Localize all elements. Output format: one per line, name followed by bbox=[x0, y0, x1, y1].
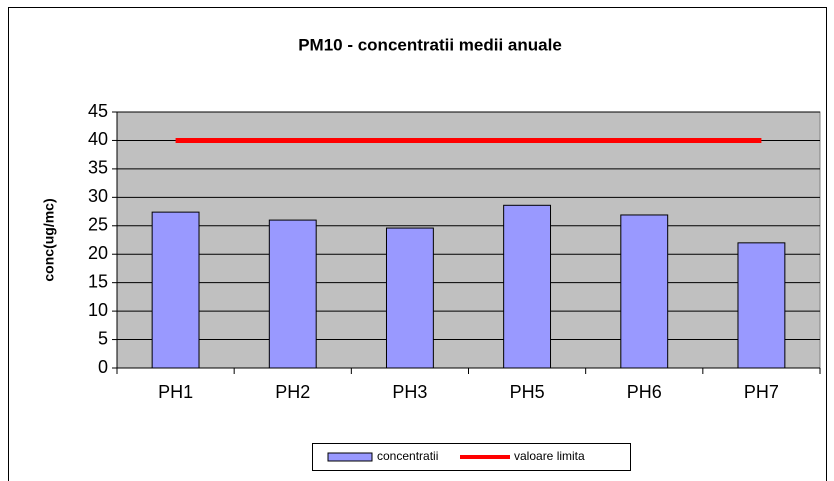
chart-title: PM10 - concentratii medii anuale bbox=[298, 35, 562, 54]
bar bbox=[151, 211, 200, 369]
y-tick-label: 5 bbox=[98, 328, 108, 348]
y-tick-label: 30 bbox=[88, 186, 108, 206]
bar bbox=[737, 242, 786, 369]
y-tick-label: 35 bbox=[88, 158, 108, 178]
x-tick-label: PH5 bbox=[510, 382, 545, 402]
y-tick-label: 20 bbox=[88, 243, 108, 263]
legend-swatch bbox=[327, 452, 373, 462]
plot-area bbox=[116, 111, 821, 369]
y-axis-label: conc(ug/mc) bbox=[41, 198, 57, 281]
bar bbox=[620, 214, 669, 369]
y-tick-label: 45 bbox=[88, 101, 108, 121]
legend-label: valoare limita bbox=[514, 449, 585, 463]
bar bbox=[503, 204, 552, 369]
x-tick-label: PH1 bbox=[158, 382, 193, 402]
x-tick-label: PH7 bbox=[744, 382, 779, 402]
x-tick-label: PH3 bbox=[392, 382, 427, 402]
x-tick-label: PH6 bbox=[627, 382, 662, 402]
y-tick-label: 0 bbox=[98, 357, 108, 377]
bar bbox=[385, 227, 434, 369]
y-tick-label: 25 bbox=[88, 215, 108, 235]
y-tick-label: 40 bbox=[88, 129, 108, 149]
legend-label: concentratii bbox=[377, 449, 438, 463]
x-tick-label: PH2 bbox=[275, 382, 310, 402]
bar bbox=[268, 219, 317, 369]
y-tick-label: 10 bbox=[88, 300, 108, 320]
y-tick-label: 15 bbox=[88, 271, 108, 291]
